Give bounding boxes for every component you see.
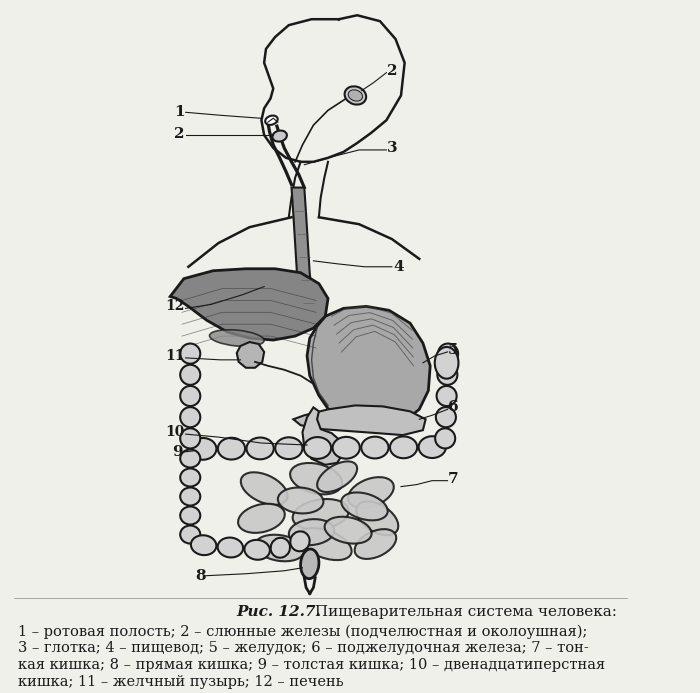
Polygon shape — [302, 407, 344, 465]
Text: 10: 10 — [165, 425, 184, 439]
Ellipse shape — [180, 386, 200, 406]
Ellipse shape — [356, 502, 398, 535]
Text: 1: 1 — [174, 105, 185, 119]
Text: 8: 8 — [195, 569, 206, 583]
Ellipse shape — [278, 487, 323, 514]
Polygon shape — [237, 342, 264, 368]
Text: кая кишка; 8 – прямая кишка; 9 – толстая кишка; 10 – двенадцатиперстная: кая кишка; 8 – прямая кишка; 9 – толстая… — [18, 658, 605, 672]
Text: 7: 7 — [448, 472, 458, 486]
Ellipse shape — [342, 493, 388, 520]
Ellipse shape — [180, 344, 200, 364]
Ellipse shape — [180, 450, 200, 468]
Ellipse shape — [180, 487, 200, 505]
Ellipse shape — [238, 504, 285, 533]
Ellipse shape — [438, 344, 458, 364]
Ellipse shape — [437, 386, 456, 406]
Text: 4: 4 — [393, 260, 404, 274]
Text: 11: 11 — [165, 349, 185, 363]
Ellipse shape — [290, 532, 309, 551]
Ellipse shape — [191, 535, 216, 555]
Ellipse shape — [218, 538, 243, 557]
Polygon shape — [291, 188, 317, 326]
Ellipse shape — [180, 428, 200, 448]
Ellipse shape — [271, 538, 290, 558]
Ellipse shape — [300, 549, 319, 579]
Ellipse shape — [265, 116, 278, 125]
Ellipse shape — [289, 519, 335, 545]
Polygon shape — [293, 405, 426, 435]
Text: 1 – ротовая полость; 2 – слюнные железы (подчелюстная и околоушная);: 1 – ротовая полость; 2 – слюнные железы … — [18, 624, 587, 639]
Text: 2: 2 — [386, 64, 397, 78]
Ellipse shape — [180, 507, 200, 525]
Ellipse shape — [436, 407, 456, 428]
Text: 6: 6 — [448, 401, 458, 414]
Ellipse shape — [390, 437, 417, 458]
Ellipse shape — [218, 438, 245, 459]
Ellipse shape — [348, 90, 363, 101]
Ellipse shape — [275, 437, 302, 459]
Ellipse shape — [355, 529, 396, 559]
Ellipse shape — [332, 437, 360, 459]
Text: 3: 3 — [386, 141, 397, 155]
Polygon shape — [170, 269, 328, 340]
Ellipse shape — [180, 407, 200, 428]
Ellipse shape — [435, 428, 455, 448]
Text: 3 – глотка; 4 – пищевод; 5 – желудок; 6 – поджелудочная железа; 7 – тон-: 3 – глотка; 4 – пищевод; 5 – желудок; 6 … — [18, 641, 589, 655]
Ellipse shape — [180, 365, 200, 385]
Ellipse shape — [419, 436, 446, 458]
Ellipse shape — [290, 463, 342, 494]
Ellipse shape — [299, 528, 351, 560]
Ellipse shape — [241, 473, 288, 505]
Text: Рис. 12.7.: Рис. 12.7. — [237, 606, 321, 620]
Text: 9: 9 — [172, 445, 183, 459]
Text: 5: 5 — [448, 343, 458, 357]
Ellipse shape — [435, 347, 458, 378]
Ellipse shape — [256, 535, 304, 561]
Ellipse shape — [438, 365, 457, 385]
Ellipse shape — [189, 438, 216, 459]
Ellipse shape — [244, 540, 270, 560]
Ellipse shape — [246, 437, 274, 459]
Ellipse shape — [272, 130, 287, 141]
Polygon shape — [307, 306, 430, 429]
Ellipse shape — [348, 477, 394, 508]
Ellipse shape — [180, 525, 200, 543]
Ellipse shape — [209, 330, 264, 346]
Text: 2: 2 — [174, 127, 185, 141]
Text: кишка; 11 – желчный пузырь; 12 – печень: кишка; 11 – желчный пузырь; 12 – печень — [18, 675, 344, 689]
Ellipse shape — [304, 437, 331, 459]
Ellipse shape — [344, 87, 366, 105]
Ellipse shape — [293, 499, 349, 529]
Ellipse shape — [317, 462, 357, 492]
Ellipse shape — [180, 468, 200, 486]
Text: Пищеварительная система человека:: Пищеварительная система человека: — [310, 606, 617, 620]
Text: 12: 12 — [165, 299, 184, 313]
Ellipse shape — [361, 437, 388, 459]
Ellipse shape — [325, 517, 372, 543]
